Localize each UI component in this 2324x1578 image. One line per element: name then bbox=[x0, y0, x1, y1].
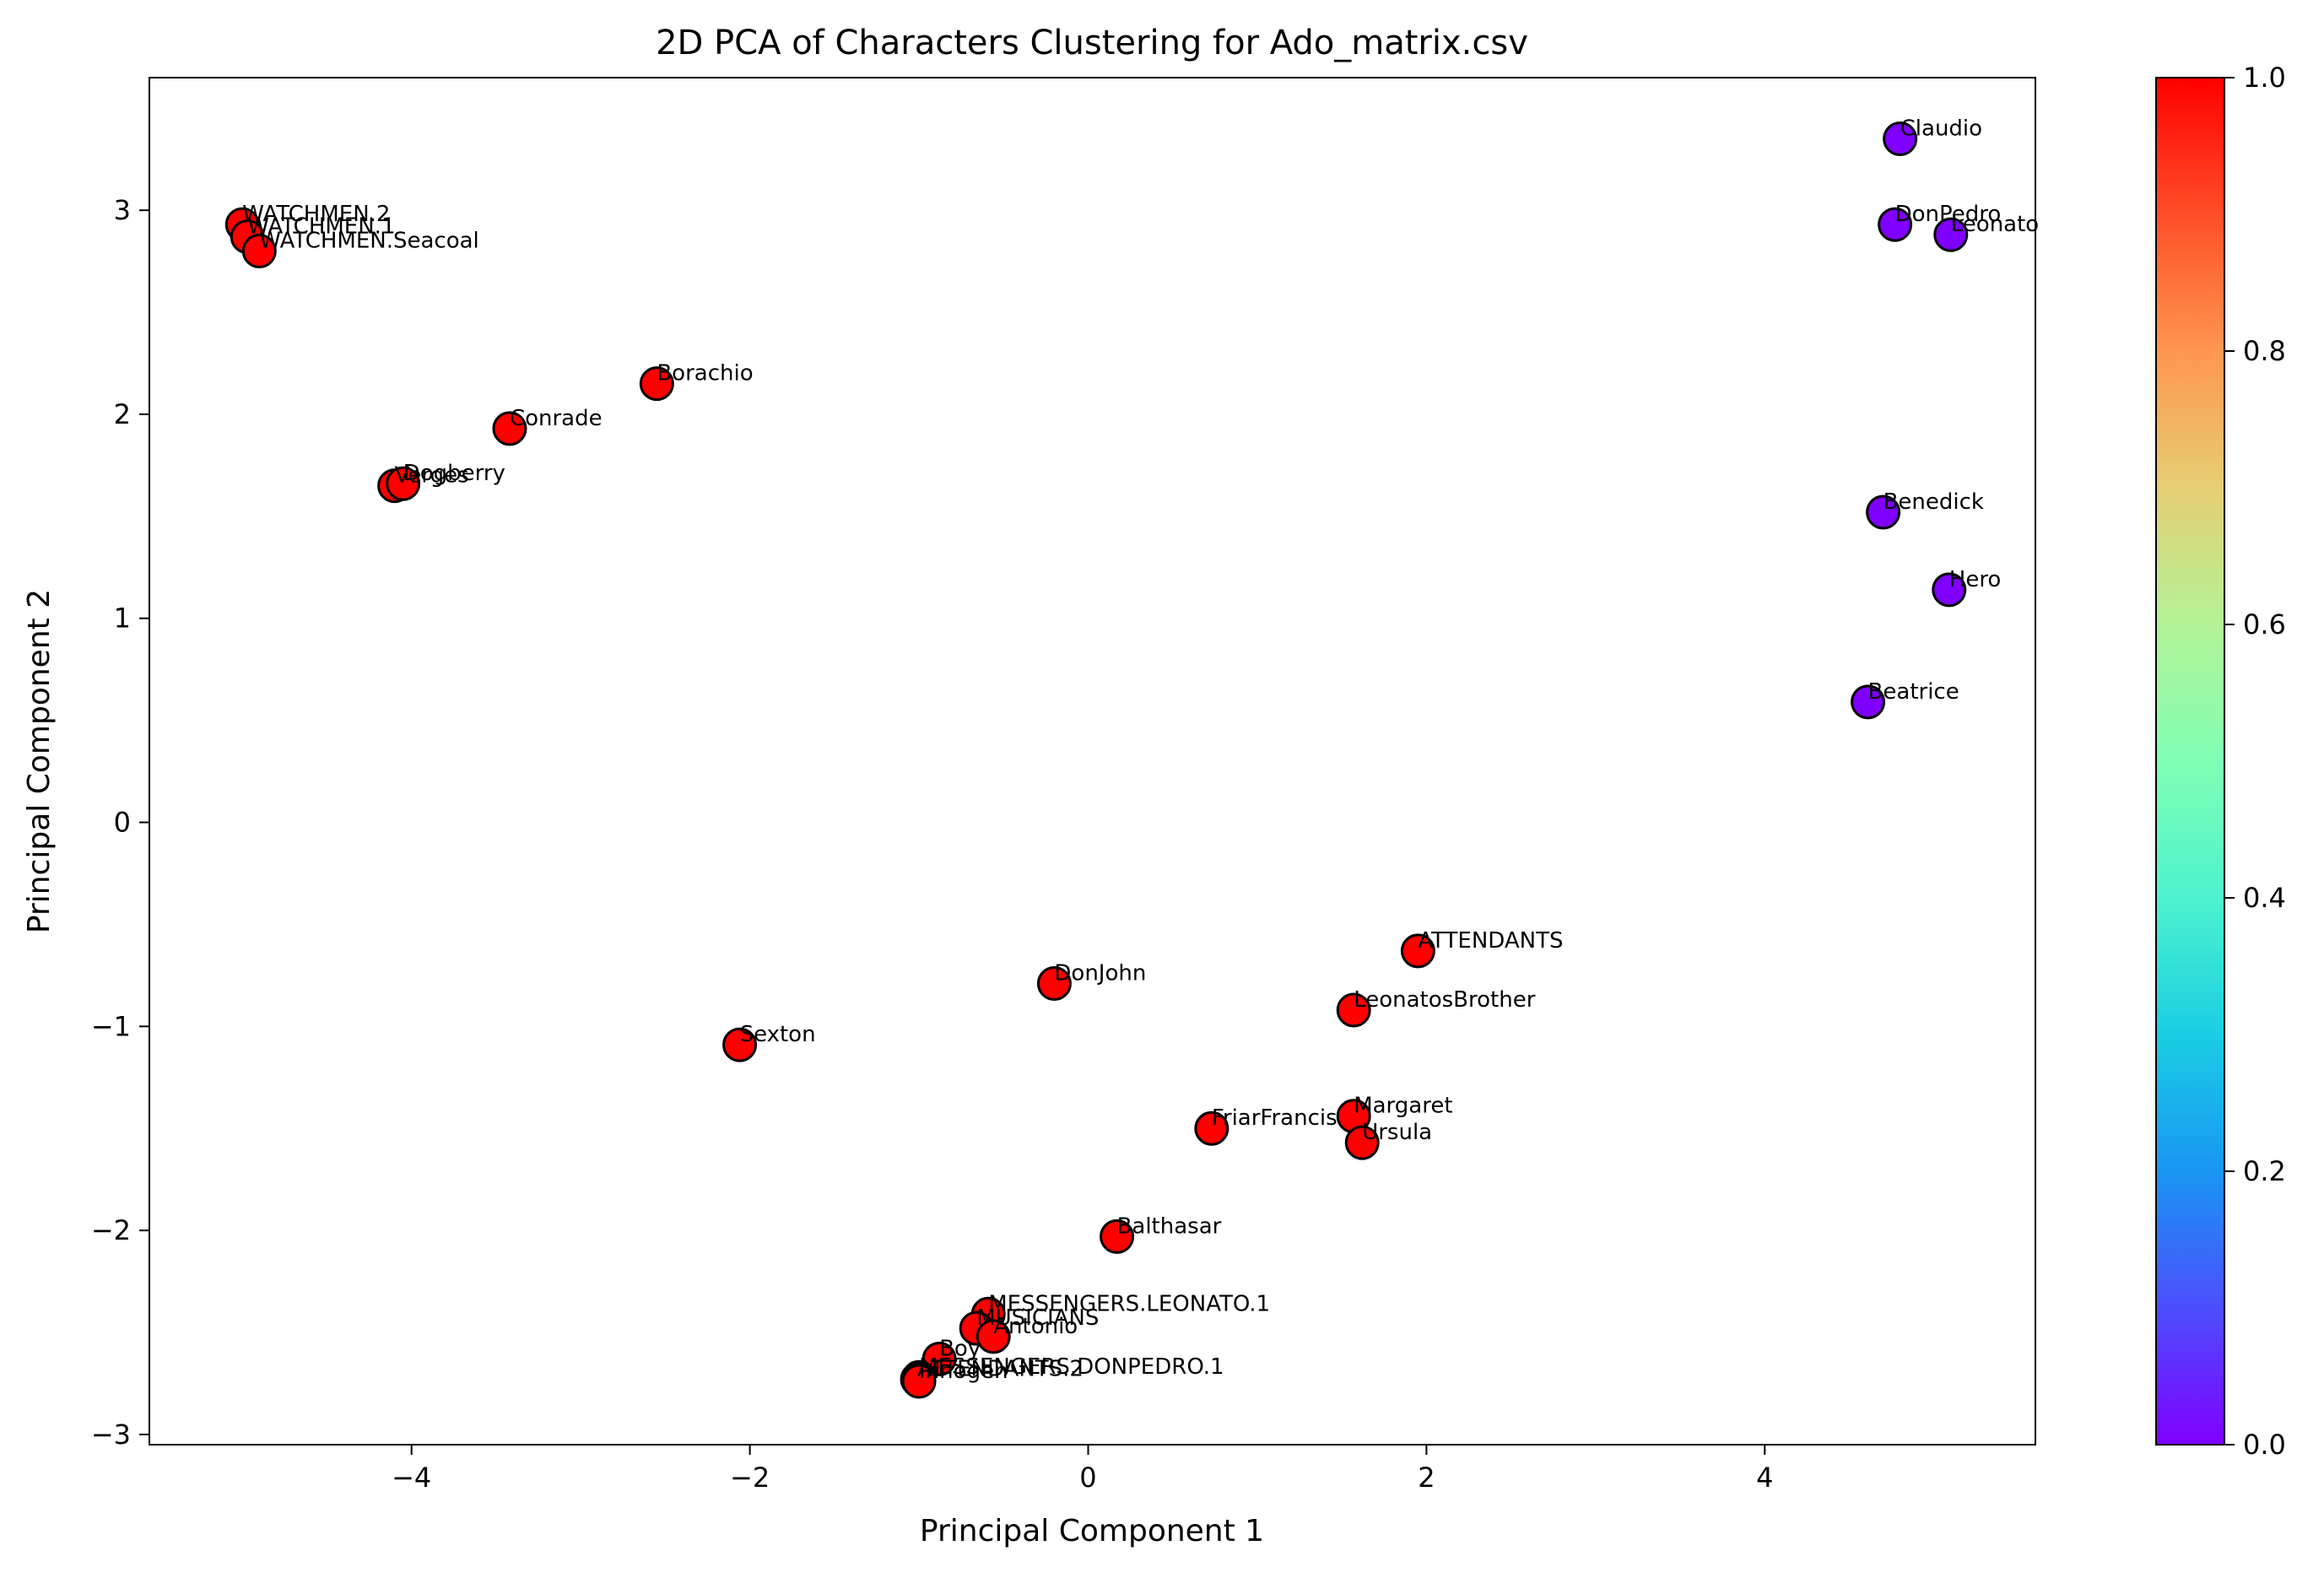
point-label: ATTENDANTS.2 bbox=[917, 1357, 1084, 1382]
scatter-point bbox=[976, 1319, 1011, 1354]
point-label: Conrade bbox=[510, 406, 603, 431]
y-axis-ticks: −3 −2 −1 0 1 2 3 bbox=[91, 194, 149, 1451]
x-tick-label: 2 bbox=[1418, 1462, 1435, 1494]
point-label: Benedick bbox=[1884, 489, 1984, 515]
point-label: MUSICIANS bbox=[976, 1305, 1099, 1331]
scatter-point bbox=[241, 234, 277, 269]
point-label: WATCHMEN.1 bbox=[247, 214, 395, 240]
x-tick-label: −4 bbox=[392, 1462, 431, 1494]
point-label: MESSENGERS.DONPEDRO.1 bbox=[919, 1354, 1224, 1380]
colorbar-tick-label: 0.6 bbox=[2243, 608, 2286, 640]
x-tick-label: 0 bbox=[1079, 1462, 1096, 1494]
x-tick-label: 4 bbox=[1756, 1462, 1773, 1494]
point-label: Innogen bbox=[919, 1359, 1008, 1384]
scatter-point bbox=[1883, 122, 1918, 157]
point-label: Leonato bbox=[1951, 212, 2039, 237]
point-label: Balthasar bbox=[1117, 1213, 1222, 1239]
colorbar-ticks: 0.0 0.2 0.4 0.6 0.8 1.0 bbox=[2224, 62, 2286, 1461]
point-label: LeonatosBrother bbox=[1354, 987, 1536, 1013]
point-label: Boy bbox=[939, 1336, 981, 1361]
y-tick-label: 3 bbox=[114, 194, 131, 226]
point-label: WATCHMEN.2 bbox=[242, 202, 390, 227]
point-label: FriarFrancis bbox=[1212, 1105, 1338, 1131]
y-tick-label: 1 bbox=[114, 603, 131, 635]
colorbar-tick-label: 1.0 bbox=[2243, 62, 2286, 94]
y-tick-label: −1 bbox=[91, 1010, 131, 1042]
point-label: Hero bbox=[1949, 567, 2002, 592]
scatter-point bbox=[386, 466, 421, 501]
scatter-point bbox=[1400, 933, 1435, 969]
colorbar bbox=[2155, 77, 2225, 1446]
scatter-point bbox=[1194, 1111, 1230, 1146]
point-label: ATTENDANTS bbox=[1418, 928, 1563, 954]
colorbar-tick-label: 0.8 bbox=[2243, 335, 2286, 367]
point-label: Margaret bbox=[1354, 1094, 1452, 1119]
point-label: Verges bbox=[395, 463, 469, 489]
point-label: Beatrice bbox=[1868, 679, 1959, 705]
point-label: Borachio bbox=[657, 361, 753, 386]
point-label: Dogberry bbox=[403, 461, 505, 486]
colorbar-tick-label: 0.0 bbox=[2243, 1429, 2286, 1461]
scatter-points bbox=[224, 122, 1969, 1399]
point-label: Ursula bbox=[1362, 1120, 1432, 1145]
chart-title: 2D PCA of Characters Clustering for Ado_… bbox=[656, 24, 1528, 62]
scatter-point bbox=[1036, 966, 1072, 1002]
plot-frame bbox=[149, 77, 2036, 1446]
scatter-point bbox=[722, 1027, 758, 1062]
y-tick-label: −3 bbox=[91, 1419, 131, 1451]
scatter-point bbox=[1878, 207, 1913, 242]
point-label: MESSENGERS.LEONATO.1 bbox=[988, 1291, 1270, 1316]
colorbar-tick-label: 0.2 bbox=[2243, 1155, 2286, 1187]
scatter-point bbox=[492, 411, 527, 446]
point-label: Antonio bbox=[993, 1314, 1078, 1339]
scatter-point bbox=[1100, 1219, 1135, 1254]
scatter-point bbox=[1851, 684, 1886, 720]
scatter-point bbox=[1336, 992, 1371, 1028]
colorbar-tick-label: 0.4 bbox=[2243, 882, 2286, 914]
point-label: Claudio bbox=[1900, 116, 1982, 142]
point-label: WATCHMEN.Seacoal bbox=[259, 229, 478, 254]
x-axis-ticks: −4 −2 0 2 4 bbox=[392, 1445, 1773, 1494]
x-axis-label: Principal Component 1 bbox=[920, 1514, 1264, 1548]
scatter-point bbox=[1933, 217, 1969, 252]
point-label: DonPedro bbox=[1895, 202, 2002, 227]
scatter-point bbox=[1344, 1125, 1380, 1160]
scatter-point bbox=[1866, 494, 1901, 530]
y-tick-label: 0 bbox=[114, 807, 131, 839]
x-tick-label: −2 bbox=[730, 1462, 770, 1494]
y-axis-label: Principal Component 2 bbox=[22, 589, 57, 933]
scatter-point bbox=[639, 366, 674, 402]
point-label: Sexton bbox=[740, 1022, 816, 1047]
y-tick-label: −2 bbox=[91, 1214, 131, 1246]
scatter-point bbox=[1932, 572, 1967, 608]
y-tick-label: 2 bbox=[114, 398, 131, 430]
scatter-point bbox=[901, 1364, 937, 1399]
point-label: DonJohn bbox=[1054, 961, 1146, 986]
